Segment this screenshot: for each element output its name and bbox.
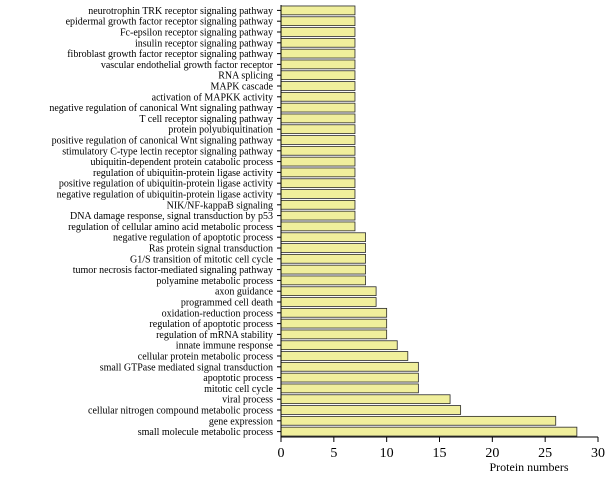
bar: [280, 415, 557, 426]
category-label: T cell receptor signaling pathway: [139, 114, 273, 125]
bar: [280, 27, 356, 37]
category-label: cellular protein metabolic process: [138, 352, 273, 363]
bar: [280, 124, 356, 135]
bar: [280, 426, 578, 437]
x-tick-label: 0: [278, 446, 285, 461]
bar: [280, 167, 356, 178]
category-label: innate immune response: [176, 341, 274, 352]
x-tick-label: 25: [538, 446, 552, 461]
bar: [280, 91, 356, 102]
category-label: cellular nitrogen compound metabolic pro…: [88, 406, 273, 417]
category-label: polyamine metabolic process: [156, 276, 273, 287]
bar: [280, 5, 356, 16]
x-tick-label: 10: [380, 446, 394, 461]
bar: [280, 394, 451, 405]
bar: [280, 372, 419, 383]
bar: [280, 113, 356, 124]
bar: [280, 340, 398, 351]
bar: [280, 264, 366, 275]
bar: [280, 81, 356, 91]
category-label: tumor necrosis factor-mediated signaling…: [73, 265, 273, 276]
category-label: gene expression: [209, 416, 273, 427]
bar: [280, 243, 366, 253]
category-label: mitotic cell cycle: [204, 384, 273, 395]
category-label: DNA damage response, signal transduction…: [70, 211, 273, 222]
bar: [280, 221, 356, 232]
category-label: negative regulation of apoptotic process: [113, 233, 273, 244]
category-label: NIK/NF-kappaB signaling: [167, 200, 273, 211]
bars-layer: [280, 5, 578, 437]
category-label: regulation of ubiquitin-protein ligase a…: [93, 168, 273, 179]
category-label: activation of MAPKK activity: [152, 92, 273, 103]
category-label: neurotrophin TRK receptor signaling path…: [88, 6, 273, 17]
bar: [280, 351, 409, 361]
category-label: protein polyubiquitination: [168, 125, 273, 136]
category-label: regulation of apoptotic process: [149, 319, 273, 330]
category-label: oxidation-reduction process: [162, 308, 273, 319]
category-label: epidermal growth factor receptor signali…: [66, 17, 273, 28]
bar: [280, 199, 356, 210]
bar: [280, 383, 419, 394]
category-label: MAPK cascade: [211, 82, 274, 93]
category-label: axon guidance: [215, 287, 274, 298]
category-label: small GTPase mediated signal transductio…: [100, 362, 273, 373]
category-label: programmed cell death: [181, 298, 273, 309]
bar: [280, 16, 356, 27]
bar: [280, 405, 462, 415]
bar: [280, 318, 388, 329]
bar: [280, 210, 356, 221]
axes: 0 5 10 15 20 25 30: [277, 5, 605, 461]
bar: [280, 361, 419, 372]
category-label: fibroblast growth factor receptor signal…: [67, 49, 273, 60]
x-tick-label: 30: [591, 446, 605, 461]
category-label: Fc-epsilon receptor signaling pathway: [120, 28, 273, 39]
bar: [280, 189, 356, 199]
bar: [280, 70, 356, 81]
bar: [280, 156, 356, 167]
category-label: negative regulation of ubiquitin-protein…: [57, 190, 273, 201]
x-tick-label: 5: [330, 446, 337, 461]
bar: [280, 253, 366, 264]
category-label: apoptotic process: [203, 373, 273, 384]
category-label: stimulatory C-type lectin receptor signa…: [62, 146, 273, 157]
category-label: G1/S transition of mitotic cell cycle: [130, 254, 274, 265]
category-labels: neurotrophin TRK receptor signaling path…: [49, 6, 273, 438]
category-label: viral process: [222, 395, 273, 406]
bar: [280, 102, 356, 113]
bar: [280, 178, 356, 189]
category-label: regulation of mRNA stability: [156, 330, 273, 341]
category-label: negative regulation of canonical Wnt sig…: [49, 103, 273, 114]
category-label: RNA splicing: [218, 71, 273, 82]
bar: [280, 275, 366, 286]
bar: [280, 307, 388, 318]
bar: [280, 286, 377, 297]
bar: [280, 59, 356, 70]
bar: [280, 37, 356, 48]
category-label: Ras protein signal transduction: [149, 244, 273, 255]
bar: [280, 145, 356, 156]
category-label: vascular endothelial growth factor recep…: [101, 60, 274, 71]
x-axis-title: Protein numbers: [490, 460, 569, 474]
bar: [280, 329, 388, 340]
category-label: positive regulation of ubiquitin-protein…: [59, 179, 273, 190]
category-label: positive regulation of canonical Wnt sig…: [52, 136, 273, 147]
x-tick-label: 20: [485, 446, 499, 461]
category-label: ubiquitin-dependent protein catabolic pr…: [91, 157, 274, 168]
bar: [280, 135, 356, 145]
category-label: insulin receptor signaling pathway: [135, 38, 273, 49]
bar: [280, 232, 366, 243]
category-label: regulation of cellular amino acid metabo…: [68, 222, 273, 233]
category-label: small molecule metabolic process: [138, 427, 273, 438]
x-tick-label: 15: [433, 446, 447, 461]
bar: [280, 48, 356, 59]
bar: [280, 297, 377, 307]
